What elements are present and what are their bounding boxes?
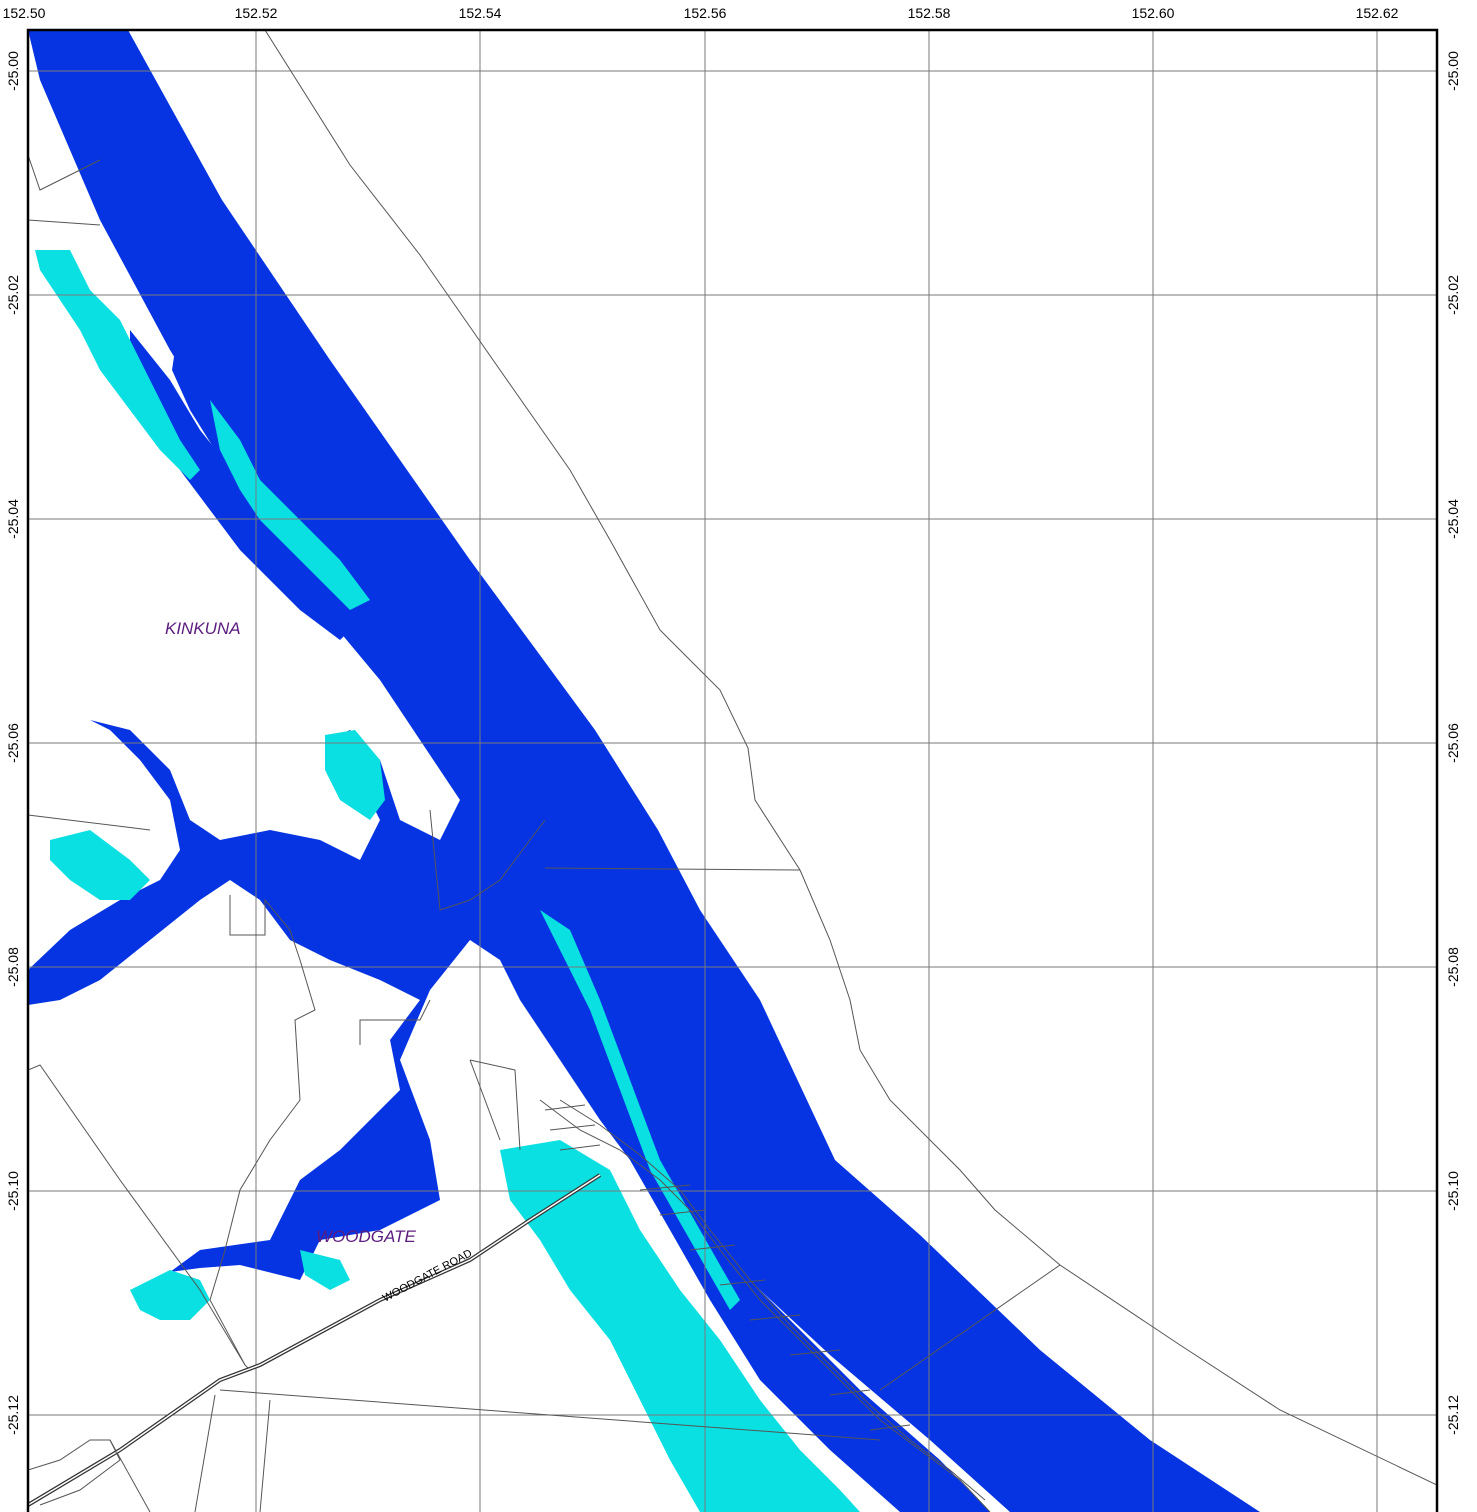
property-boundaries xyxy=(28,30,1437,1512)
shallow-water-west-creek xyxy=(50,830,150,900)
lat-right-25-12: -25.12 xyxy=(1445,1395,1461,1435)
boundary-estuary-lots xyxy=(429,809,546,911)
boundary-south-long xyxy=(219,1389,881,1441)
lat-right-25-00: -25.00 xyxy=(1445,51,1461,91)
latitude-axis-left: -25.00 -25.02 -25.04 -25.06 -25.08 -25.1… xyxy=(5,51,21,1435)
shallow-water-south-inland xyxy=(500,1140,860,1512)
woodgate-road xyxy=(28,1173,602,1507)
boundary-west-3 xyxy=(28,814,151,831)
lat-left-25-02: -25.02 xyxy=(5,275,21,315)
lat-right-25-02: -25.02 xyxy=(1445,275,1461,315)
lat-left-25-00: -25.00 xyxy=(5,51,21,91)
lat-left-25-10: -25.10 xyxy=(5,1171,21,1211)
lon-label-152-60: 152.60 xyxy=(1132,5,1175,21)
inland-town-grid xyxy=(28,1439,121,1506)
boundary-town-lots xyxy=(359,999,521,1151)
shallow-water-woodgate-creek xyxy=(130,1270,210,1320)
lat-right-25-08: -25.08 xyxy=(1445,947,1461,987)
lon-label-152-54: 152.54 xyxy=(459,5,502,21)
lat-right-25-04: -25.04 xyxy=(1445,499,1461,539)
boundary-creek-lots xyxy=(209,895,316,1371)
lon-label-152-62: 152.62 xyxy=(1356,5,1399,21)
boundary-west-1 xyxy=(28,154,101,191)
lon-label-152-50: 152.50 xyxy=(3,5,46,21)
latitude-axis-right: -25.00 -25.02 -25.04 -25.06 -25.08 -25.1… xyxy=(1445,51,1461,1435)
lon-label-152-52: 152.52 xyxy=(235,5,278,21)
shallow-water-inner-islands xyxy=(210,400,370,610)
lon-label-152-58: 152.58 xyxy=(908,5,951,21)
lon-label-152-56: 152.56 xyxy=(684,5,727,21)
shallow-water-woodgate-east xyxy=(300,1250,350,1290)
road-label-woodgate-road: WOODGATE ROAD xyxy=(381,1247,474,1304)
boundary-south-west xyxy=(28,1064,246,1366)
boundary-east-cross xyxy=(544,867,801,871)
township-street-spine-2 xyxy=(559,1099,986,1501)
township-street-grid xyxy=(544,1104,911,1431)
shallow-water-lagoon xyxy=(325,730,385,820)
woodgate-township xyxy=(28,1099,991,1512)
place-label-kinkuna: KINKUNA xyxy=(165,619,241,638)
boundary-south-diag-3 xyxy=(259,1399,271,1512)
graticule-grid xyxy=(28,30,1437,1512)
longitude-axis: 152.50 152.52 152.54 152.56 152.58 152.6… xyxy=(3,5,1399,21)
shallow-water-coastal-strip xyxy=(540,910,740,1310)
woodgate-road-line-inner xyxy=(28,1174,601,1506)
lat-right-25-10: -25.10 xyxy=(1445,1171,1461,1211)
deep-water-sea-band xyxy=(28,30,1260,1512)
lat-left-25-12: -25.12 xyxy=(5,1395,21,1435)
place-label-woodgate: WOODGATE xyxy=(316,1227,416,1246)
lat-left-25-06: -25.06 xyxy=(5,723,21,763)
boundary-west-2 xyxy=(28,219,101,226)
lat-right-25-06: -25.06 xyxy=(1445,723,1461,763)
township-street-spine xyxy=(539,1099,991,1512)
lat-left-25-08: -25.08 xyxy=(5,947,21,987)
shallow-water-northwest xyxy=(35,250,200,480)
map-frame xyxy=(26,28,1439,1512)
lat-left-25-04: -25.04 xyxy=(5,499,21,539)
boundary-south-cross xyxy=(879,1264,1061,1391)
deep-water-estuary xyxy=(28,520,990,1512)
boundary-south-diag-1 xyxy=(194,1394,216,1512)
